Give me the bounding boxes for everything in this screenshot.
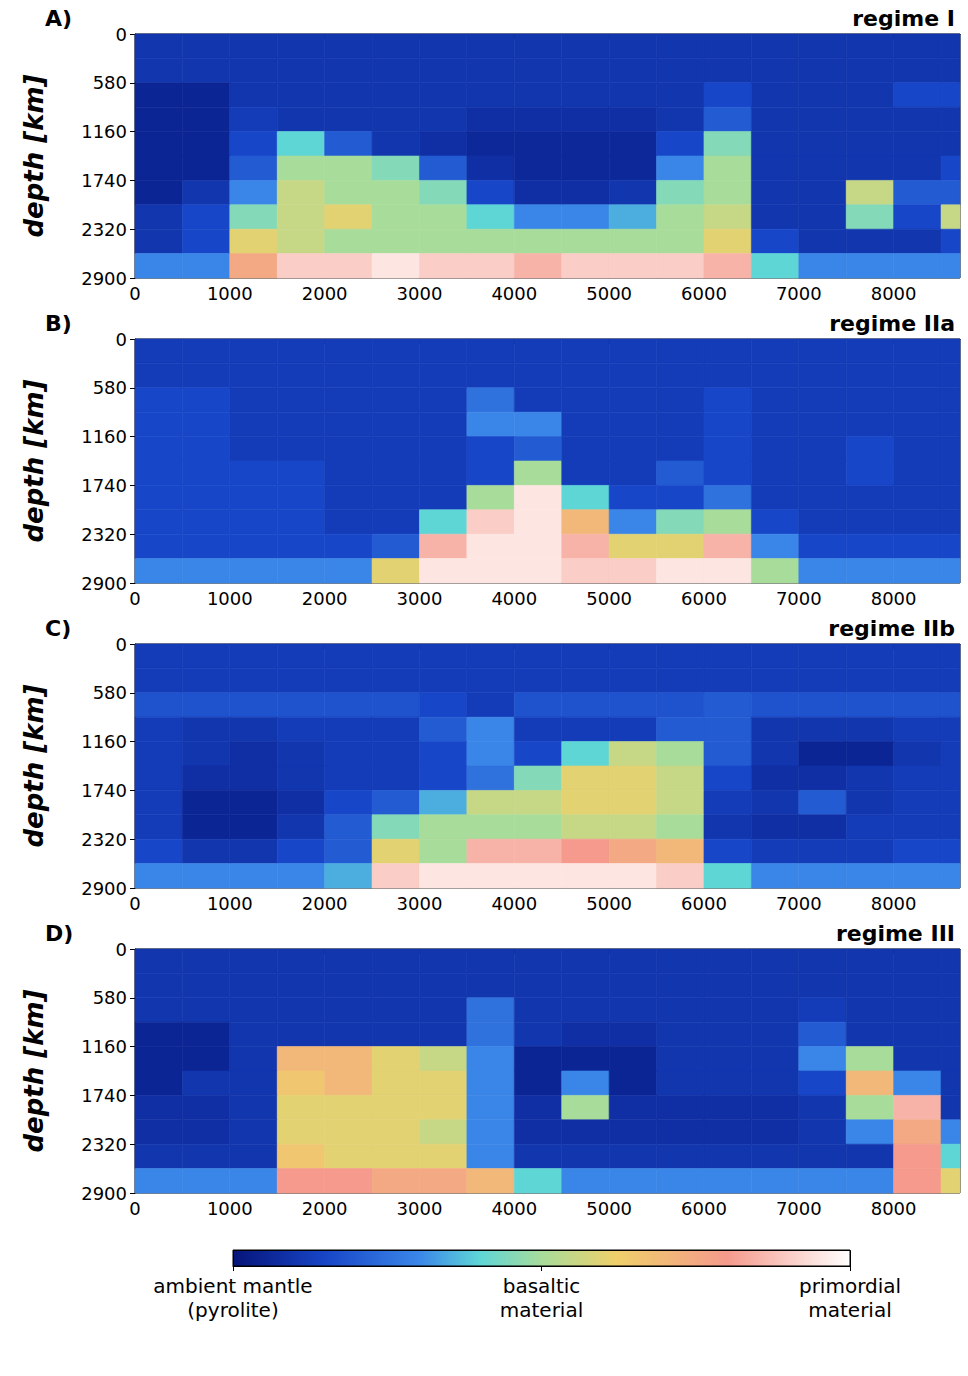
svg-text:material: material xyxy=(808,1298,891,1322)
svg-text:3000: 3000 xyxy=(397,283,443,304)
svg-text:4000: 4000 xyxy=(491,283,537,304)
svg-text:1000: 1000 xyxy=(207,1198,253,1219)
svg-text:2900: 2900 xyxy=(81,1183,127,1204)
svg-text:2320: 2320 xyxy=(81,524,127,545)
svg-text:5000: 5000 xyxy=(586,893,632,914)
svg-text:2900: 2900 xyxy=(81,268,127,289)
svg-text:1160: 1160 xyxy=(81,121,127,142)
svg-text:0: 0 xyxy=(129,1198,140,1219)
svg-text:1160: 1160 xyxy=(81,731,127,752)
svg-text:2900: 2900 xyxy=(81,878,127,899)
svg-text:2000: 2000 xyxy=(302,1198,348,1219)
svg-text:1000: 1000 xyxy=(207,283,253,304)
svg-text:depth [km]: depth [km] xyxy=(19,684,49,847)
svg-text:A): A) xyxy=(45,6,72,31)
svg-text:depth [km]: depth [km] xyxy=(19,379,49,542)
svg-text:3000: 3000 xyxy=(397,893,443,914)
svg-text:4000: 4000 xyxy=(491,893,537,914)
svg-text:2000: 2000 xyxy=(302,893,348,914)
svg-text:1160: 1160 xyxy=(81,426,127,447)
svg-text:D): D) xyxy=(45,921,73,946)
svg-text:5000: 5000 xyxy=(586,588,632,609)
svg-text:regime IIb: regime IIb xyxy=(828,616,955,641)
svg-text:4000: 4000 xyxy=(491,588,537,609)
svg-text:7000: 7000 xyxy=(776,283,822,304)
svg-text:6000: 6000 xyxy=(681,283,727,304)
svg-text:580: 580 xyxy=(93,72,127,93)
svg-text:2320: 2320 xyxy=(81,219,127,240)
svg-text:6000: 6000 xyxy=(681,893,727,914)
svg-text:depth [km]: depth [km] xyxy=(19,989,49,1152)
svg-text:2000: 2000 xyxy=(302,588,348,609)
svg-text:material: material xyxy=(500,1298,583,1322)
svg-text:5000: 5000 xyxy=(586,283,632,304)
svg-text:1160: 1160 xyxy=(81,1036,127,1057)
svg-text:3000: 3000 xyxy=(397,588,443,609)
svg-text:1740: 1740 xyxy=(81,170,127,191)
svg-text:7000: 7000 xyxy=(776,1198,822,1219)
svg-text:regime III: regime III xyxy=(836,921,955,946)
svg-text:2000: 2000 xyxy=(302,283,348,304)
svg-text:6000: 6000 xyxy=(681,1198,727,1219)
svg-text:B): B) xyxy=(45,311,72,336)
svg-text:0: 0 xyxy=(116,939,127,960)
svg-text:580: 580 xyxy=(93,987,127,1008)
svg-text:1740: 1740 xyxy=(81,475,127,496)
svg-text:C): C) xyxy=(45,616,71,641)
svg-text:1740: 1740 xyxy=(81,1085,127,1106)
svg-text:primordial: primordial xyxy=(799,1274,901,1298)
svg-text:regime IIa: regime IIa xyxy=(829,311,955,336)
svg-text:1000: 1000 xyxy=(207,588,253,609)
svg-text:7000: 7000 xyxy=(776,588,822,609)
svg-text:8000: 8000 xyxy=(871,588,917,609)
svg-text:0: 0 xyxy=(116,24,127,45)
svg-text:0: 0 xyxy=(129,893,140,914)
svg-text:2320: 2320 xyxy=(81,829,127,850)
svg-text:2900: 2900 xyxy=(81,573,127,594)
svg-text:4000: 4000 xyxy=(491,1198,537,1219)
svg-text:0: 0 xyxy=(116,634,127,655)
svg-text:8000: 8000 xyxy=(871,893,917,914)
svg-text:2320: 2320 xyxy=(81,1134,127,1155)
svg-text:8000: 8000 xyxy=(871,283,917,304)
svg-text:0: 0 xyxy=(116,329,127,350)
svg-text:6000: 6000 xyxy=(681,588,727,609)
svg-text:1740: 1740 xyxy=(81,780,127,801)
svg-text:basaltic: basaltic xyxy=(503,1274,581,1298)
svg-text:7000: 7000 xyxy=(776,893,822,914)
svg-text:580: 580 xyxy=(93,682,127,703)
svg-text:(pyrolite): (pyrolite) xyxy=(187,1298,278,1322)
svg-text:regime I: regime I xyxy=(852,6,955,31)
svg-text:580: 580 xyxy=(93,377,127,398)
svg-text:ambient mantle: ambient mantle xyxy=(153,1274,312,1298)
svg-text:depth [km]: depth [km] xyxy=(19,74,49,237)
svg-text:3000: 3000 xyxy=(397,1198,443,1219)
svg-text:8000: 8000 xyxy=(871,1198,917,1219)
svg-text:0: 0 xyxy=(129,588,140,609)
svg-text:1000: 1000 xyxy=(207,893,253,914)
svg-text:0: 0 xyxy=(129,283,140,304)
svg-text:5000: 5000 xyxy=(586,1198,632,1219)
